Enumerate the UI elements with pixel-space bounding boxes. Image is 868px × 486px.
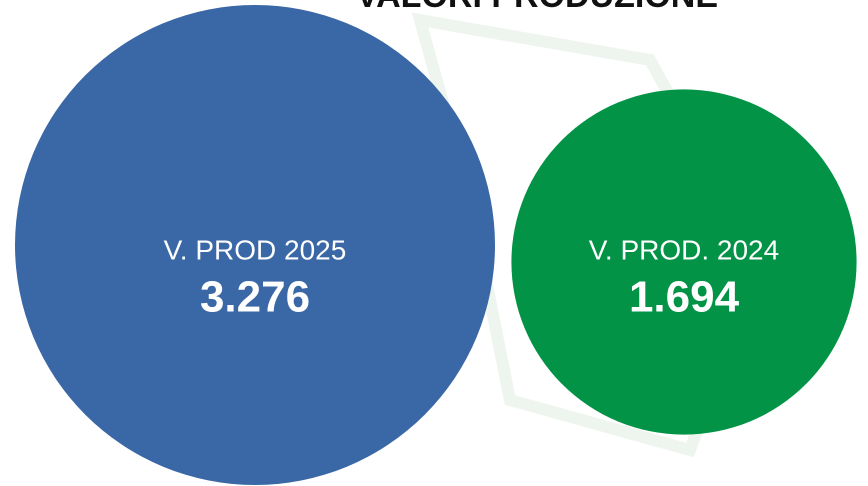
bubble-value: 3.276 bbox=[200, 273, 310, 322]
bubble-label: V. PROD. 2024 bbox=[589, 234, 779, 265]
bubble bbox=[15, 5, 495, 485]
bubble-value: 1.694 bbox=[629, 273, 740, 322]
bubble-label: V. PROD 2025 bbox=[164, 234, 347, 265]
bubble bbox=[511, 89, 857, 435]
chart-title: VALORI PRODUZIONE bbox=[356, 0, 718, 15]
